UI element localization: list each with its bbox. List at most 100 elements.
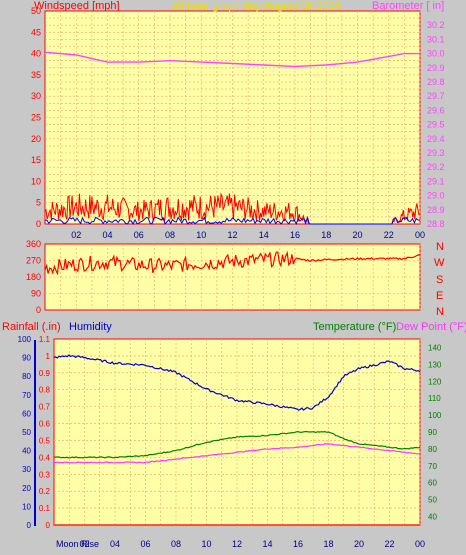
x-tick-label: 20	[352, 230, 362, 240]
x-tick-label: 18	[321, 230, 331, 240]
y-tick-label-wind: 0	[36, 219, 41, 229]
x-tick-label-bottom: 12	[232, 539, 242, 549]
y-tick-label-barometer: 29.1	[427, 176, 445, 186]
y-tick-label-humidity: 60	[22, 409, 31, 418]
x-tick-label-bottom: 18	[323, 539, 333, 549]
direction-e: E	[436, 290, 443, 302]
direction-s: S	[436, 274, 443, 286]
grid-direction	[45, 244, 421, 310]
y-tick-label-rain: 1	[46, 352, 51, 361]
y-tick-label-humidity: 30	[22, 465, 31, 474]
y-tick-label-rain: 0.9	[39, 369, 51, 378]
y-tick-label-humidity: 50	[22, 428, 31, 437]
y-tick-label-temp: 120	[428, 377, 442, 386]
y-tick-label-temp: 80	[428, 445, 437, 454]
y-tick-label-direction: 0	[36, 305, 41, 315]
y-tick-label-wind: 30	[31, 91, 41, 101]
y-tick-label-wind: 10	[31, 176, 41, 186]
y-tick-label-temp: 140	[428, 343, 442, 352]
x-tick-label-bottom: 04	[110, 539, 120, 549]
y-tick-label-wind: 20	[31, 134, 41, 144]
y-tick-label-direction: 180	[26, 272, 41, 282]
y-tick-label-direction: 90	[31, 289, 41, 299]
y-tick-label-rain: 0.8	[39, 386, 51, 395]
y-tick-label-barometer: 29.0	[427, 191, 445, 201]
y-tick-label-humidity: 0	[27, 521, 32, 530]
y-tick-label-rain: 0.2	[39, 487, 51, 496]
temperature-line	[53, 430, 421, 459]
x-tick-label: 08	[165, 230, 175, 240]
y-tick-label-temp: 130	[428, 360, 442, 369]
y-tick-label-barometer: 30.2	[427, 20, 445, 30]
y-tick-label-rain: 0.4	[39, 453, 51, 462]
grid-bottom	[54, 339, 421, 525]
y-tick-label-humidity: 70	[22, 391, 31, 400]
x-tick-label-bottom: 02	[79, 539, 89, 549]
x-tick-label-bottom: 22	[384, 539, 394, 549]
x-tick-label-bottom: 08	[171, 539, 181, 549]
dewpoint-label: Dew Point (°F)	[396, 321, 466, 333]
y-tick-label-temp: 50	[428, 496, 437, 505]
x-tick-label-bottom: 14	[262, 539, 272, 549]
windspeed-label: Windspeed [mph]	[34, 0, 120, 12]
x-tick-label: 10	[196, 230, 206, 240]
y-tick-label-rain: 0.5	[39, 436, 51, 445]
graph-title: 24 hour graph day August 28 2024	[172, 0, 341, 12]
y-tick-label-barometer: 29.7	[427, 91, 445, 101]
y-tick-label-barometer: 28.8	[427, 219, 445, 229]
y-tick-label-wind: 50	[31, 6, 41, 16]
x-tick-label: 12	[227, 230, 237, 240]
y-tick-label-wind: 25	[31, 113, 41, 123]
y-tick-label-wind: 40	[31, 49, 41, 59]
wind-direction-line	[44, 250, 421, 276]
y-tick-label-rain: 0.7	[39, 403, 51, 412]
direction-w: W	[434, 257, 445, 269]
x-tick-label: 02	[71, 230, 81, 240]
y-tick-label-temp: 100	[428, 411, 442, 420]
y-tick-label-rain: 0.3	[39, 470, 51, 479]
x-tick-label-bottom: 06	[140, 539, 150, 549]
y-tick-label-barometer: 29.6	[427, 105, 445, 115]
y-tick-label-rain: 0	[46, 521, 51, 530]
x-tick-label-bottom: 16	[293, 539, 303, 549]
x-tick-label: 00	[415, 230, 425, 240]
y-tick-label-rain: 0.1	[39, 504, 51, 513]
x-tick-label-bottom: 00	[415, 539, 425, 549]
x-tick-label-bottom: 10	[201, 539, 211, 549]
grid-top	[45, 11, 421, 224]
dewpoint-line	[53, 443, 421, 464]
direction-n-bottom: N	[436, 306, 444, 318]
temperature-label: Temperature (°F)	[313, 321, 396, 333]
barometer-line	[44, 51, 420, 68]
y-tick-label-barometer: 29.5	[427, 120, 445, 130]
y-tick-label-rain: 1.1	[39, 335, 51, 344]
y-tick-label-wind: 15	[31, 155, 41, 165]
y-tick-label-barometer: 29.9	[427, 63, 445, 73]
x-tick-label: 22	[384, 230, 394, 240]
y-tick-label-humidity: 80	[22, 372, 31, 381]
y-tick-label-humidity: 100	[18, 335, 32, 344]
y-tick-label-temp: 40	[428, 513, 437, 522]
y-tick-label-direction: 270	[26, 256, 41, 266]
y-tick-label-rain: 0.6	[39, 420, 51, 429]
y-tick-label-barometer: 30.0	[427, 49, 445, 59]
y-tick-label-humidity: 40	[22, 447, 31, 456]
x-tick-label-bottom: 20	[354, 539, 364, 549]
y-tick-label-barometer: 29.3	[427, 148, 445, 158]
x-tick-label: 14	[259, 230, 269, 240]
x-tick-label: 06	[134, 230, 144, 240]
y-tick-label-temp: 70	[428, 462, 437, 471]
humidity-line	[53, 354, 421, 411]
y-tick-label-humidity: 20	[22, 484, 31, 493]
tick-labels: 02 04 06 08 10 12 14 16 18 20 22 000510152025303540…	[18, 6, 445, 549]
moonrise-label: Moon Rise	[56, 539, 99, 549]
y-tick-label-barometer: 28.9	[427, 205, 445, 215]
x-tick-label: 04	[102, 230, 112, 240]
humidity-label: Humidity	[69, 321, 112, 333]
rainfall-label: Rainfall (.in)	[2, 321, 61, 333]
y-tick-label-humidity: 90	[22, 354, 31, 363]
y-tick-label-barometer: 29.2	[427, 162, 445, 172]
y-tick-label-temp: 90	[428, 428, 437, 437]
y-tick-label-wind: 35	[31, 70, 41, 80]
